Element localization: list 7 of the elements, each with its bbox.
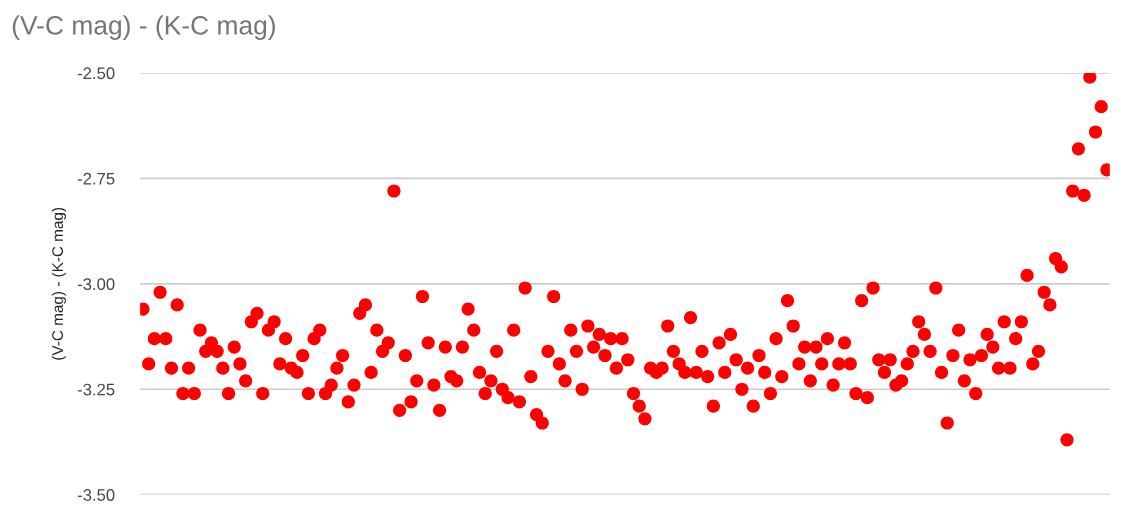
y-tick-label: -3.50 <box>77 489 115 501</box>
chart-title: (V-C mag) - (K-C mag) <box>12 15 275 40</box>
y-tick-label: -3.25 <box>77 383 115 396</box>
y-tick-label: -2.75 <box>77 172 115 185</box>
y-tick-label: -2.50 <box>77 67 115 80</box>
y-tick-label: -3.00 <box>77 278 115 291</box>
y-axis-title: (V-C mag) - (K-C mag) <box>51 207 67 360</box>
